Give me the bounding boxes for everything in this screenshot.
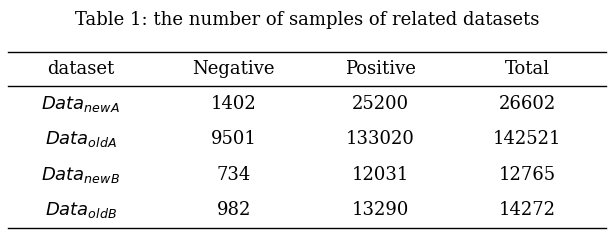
Text: 133020: 133020 xyxy=(346,130,415,148)
Text: 982: 982 xyxy=(217,201,251,219)
Text: 142521: 142521 xyxy=(493,130,561,148)
Text: Total: Total xyxy=(505,60,550,78)
Text: $Data_{newA}$: $Data_{newA}$ xyxy=(42,94,120,113)
Text: 25200: 25200 xyxy=(352,95,409,113)
Text: $Data_{oldB}$: $Data_{oldB}$ xyxy=(45,200,117,220)
Text: $Data_{newB}$: $Data_{newB}$ xyxy=(41,165,120,185)
Text: Negative: Negative xyxy=(192,60,275,78)
Text: dataset: dataset xyxy=(47,60,114,78)
Text: 9501: 9501 xyxy=(211,130,257,148)
Text: 12031: 12031 xyxy=(352,166,409,184)
Text: Positive: Positive xyxy=(345,60,416,78)
Text: 12765: 12765 xyxy=(499,166,556,184)
Text: 734: 734 xyxy=(217,166,251,184)
Text: Table 1: the number of samples of related datasets: Table 1: the number of samples of relate… xyxy=(75,11,539,29)
Text: $Data_{oldA}$: $Data_{oldA}$ xyxy=(45,129,117,149)
Text: 14272: 14272 xyxy=(499,201,556,219)
Text: 26602: 26602 xyxy=(499,95,556,113)
Text: 13290: 13290 xyxy=(352,201,409,219)
Text: 1402: 1402 xyxy=(211,95,257,113)
